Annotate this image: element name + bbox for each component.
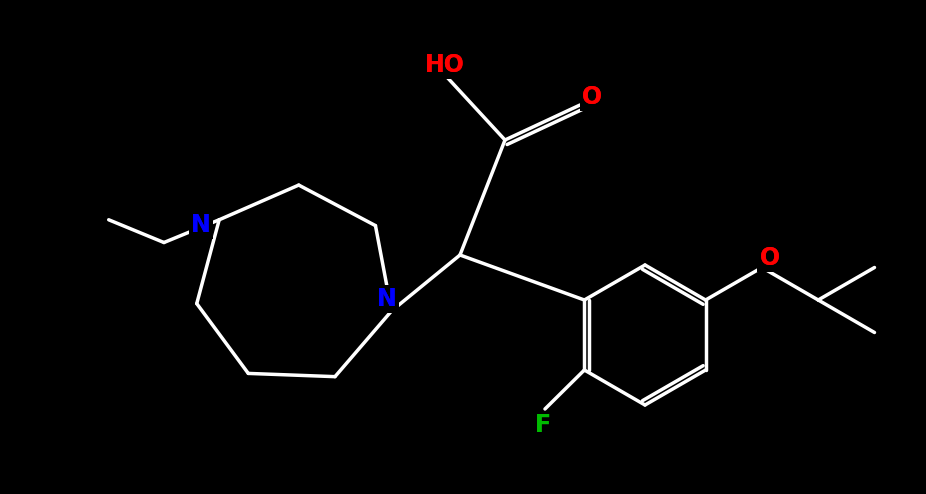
Text: O: O xyxy=(760,246,780,270)
Text: HO: HO xyxy=(425,53,465,77)
Text: F: F xyxy=(535,413,551,437)
Text: O: O xyxy=(760,246,780,270)
Text: N: N xyxy=(377,287,396,311)
Text: O: O xyxy=(582,85,602,109)
Text: O: O xyxy=(582,85,602,109)
Text: N: N xyxy=(192,213,211,237)
Text: F: F xyxy=(535,413,551,437)
Text: N: N xyxy=(377,287,396,311)
Text: HO: HO xyxy=(425,53,465,77)
Text: N: N xyxy=(377,287,396,311)
Text: O: O xyxy=(582,85,602,109)
Text: N: N xyxy=(192,213,211,237)
Text: O: O xyxy=(760,246,780,270)
Text: HO: HO xyxy=(425,53,465,77)
Text: N: N xyxy=(192,213,211,237)
Text: F: F xyxy=(535,413,551,437)
